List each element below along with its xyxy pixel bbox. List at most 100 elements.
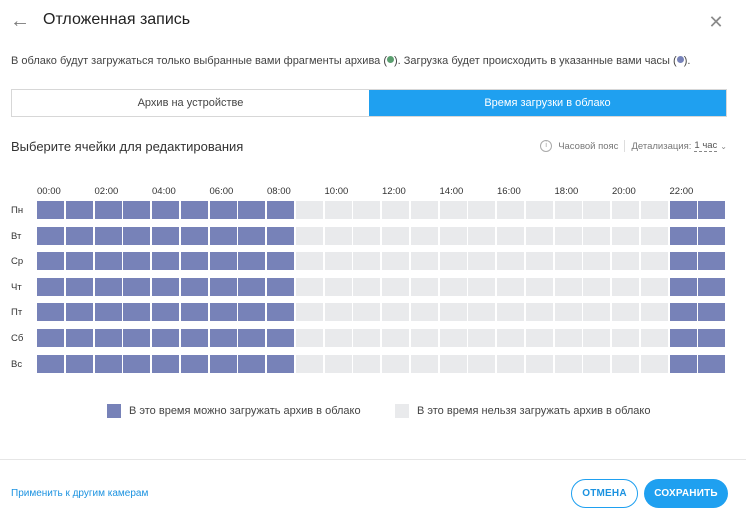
schedule-cell[interactable] bbox=[295, 201, 323, 219]
schedule-cell[interactable] bbox=[209, 201, 237, 219]
schedule-cell[interactable] bbox=[525, 226, 553, 245]
schedule-cell[interactable] bbox=[267, 252, 294, 271]
schedule-cell[interactable] bbox=[267, 201, 294, 219]
schedule-cell[interactable] bbox=[410, 252, 438, 271]
schedule-cell[interactable] bbox=[324, 303, 352, 322]
schedule-cell[interactable] bbox=[123, 201, 151, 219]
schedule-cell[interactable] bbox=[382, 252, 409, 271]
schedule-cell[interactable] bbox=[497, 354, 524, 373]
schedule-cell[interactable] bbox=[353, 277, 381, 296]
schedule-cell[interactable] bbox=[152, 201, 179, 219]
schedule-cell[interactable] bbox=[209, 303, 237, 322]
schedule-cell[interactable] bbox=[353, 354, 381, 373]
schedule-cell[interactable] bbox=[439, 252, 467, 271]
schedule-cell[interactable] bbox=[497, 277, 524, 296]
schedule-cell[interactable] bbox=[65, 252, 93, 271]
schedule-cell[interactable] bbox=[468, 354, 496, 373]
schedule-cell[interactable] bbox=[238, 329, 266, 347]
schedule-cell[interactable] bbox=[640, 329, 668, 347]
tab-cloud-upload-time[interactable]: Время загрузки в облако bbox=[369, 90, 726, 116]
schedule-cell[interactable] bbox=[65, 329, 93, 347]
schedule-cell[interactable] bbox=[669, 226, 697, 245]
schedule-cell[interactable] bbox=[180, 354, 208, 373]
schedule-cell[interactable] bbox=[497, 252, 524, 271]
schedule-cell[interactable] bbox=[468, 303, 496, 322]
schedule-cell[interactable] bbox=[123, 226, 151, 245]
schedule-cell[interactable] bbox=[612, 277, 639, 296]
schedule-cell[interactable] bbox=[612, 329, 639, 347]
schedule-cell[interactable] bbox=[525, 252, 553, 271]
schedule-cell[interactable] bbox=[152, 354, 179, 373]
schedule-cell[interactable] bbox=[439, 354, 467, 373]
schedule-cell[interactable] bbox=[209, 226, 237, 245]
schedule-cell[interactable] bbox=[267, 329, 294, 347]
schedule-cell[interactable] bbox=[583, 354, 611, 373]
tab-device-archive[interactable]: Архив на устройстве bbox=[12, 90, 369, 116]
schedule-cell[interactable] bbox=[669, 201, 697, 219]
schedule-cell[interactable] bbox=[267, 354, 294, 373]
schedule-cell[interactable] bbox=[123, 354, 151, 373]
schedule-cell[interactable] bbox=[439, 329, 467, 347]
schedule-cell[interactable] bbox=[295, 277, 323, 296]
schedule-cell[interactable] bbox=[238, 252, 266, 271]
schedule-cell[interactable] bbox=[180, 252, 208, 271]
schedule-cell[interactable] bbox=[525, 303, 553, 322]
schedule-cell[interactable] bbox=[209, 329, 237, 347]
schedule-cell[interactable] bbox=[612, 252, 639, 271]
schedule-cell[interactable] bbox=[468, 277, 496, 296]
schedule-cell[interactable] bbox=[152, 329, 179, 347]
schedule-cell[interactable] bbox=[698, 329, 726, 347]
schedule-cell[interactable] bbox=[65, 303, 93, 322]
close-icon[interactable]: ✕ bbox=[708, 12, 724, 32]
schedule-cell[interactable] bbox=[439, 277, 467, 296]
schedule-cell[interactable] bbox=[238, 226, 266, 245]
schedule-cell[interactable] bbox=[37, 303, 64, 322]
schedule-cell[interactable] bbox=[612, 354, 639, 373]
schedule-cell[interactable] bbox=[698, 303, 726, 322]
schedule-cell[interactable] bbox=[640, 226, 668, 245]
schedule-cell[interactable] bbox=[554, 226, 582, 245]
schedule-cell[interactable] bbox=[37, 329, 64, 347]
schedule-cell[interactable] bbox=[37, 354, 64, 373]
schedule-cell[interactable] bbox=[583, 277, 611, 296]
schedule-cell[interactable] bbox=[583, 329, 611, 347]
schedule-cell[interactable] bbox=[525, 277, 553, 296]
schedule-cell[interactable] bbox=[94, 252, 122, 271]
schedule-cell[interactable] bbox=[65, 226, 93, 245]
schedule-cell[interactable] bbox=[65, 201, 93, 219]
schedule-cell[interactable] bbox=[295, 329, 323, 347]
schedule-cell[interactable] bbox=[353, 252, 381, 271]
schedule-cell[interactable] bbox=[640, 252, 668, 271]
schedule-cell[interactable] bbox=[324, 354, 352, 373]
schedule-cell[interactable] bbox=[583, 252, 611, 271]
arrow-left-icon[interactable]: ← bbox=[10, 10, 30, 32]
schedule-cell[interactable] bbox=[698, 201, 726, 219]
schedule-cell[interactable] bbox=[382, 226, 409, 245]
schedule-cell[interactable] bbox=[525, 201, 553, 219]
schedule-cell[interactable] bbox=[640, 201, 668, 219]
schedule-cell[interactable] bbox=[554, 329, 582, 347]
schedule-cell[interactable] bbox=[410, 226, 438, 245]
schedule-cell[interactable] bbox=[468, 329, 496, 347]
schedule-cell[interactable] bbox=[410, 354, 438, 373]
schedule-cell[interactable] bbox=[583, 226, 611, 245]
schedule-cell[interactable] bbox=[123, 277, 151, 296]
schedule-cell[interactable] bbox=[353, 201, 381, 219]
schedule-cell[interactable] bbox=[324, 277, 352, 296]
schedule-cell[interactable] bbox=[497, 201, 524, 219]
schedule-cell[interactable] bbox=[410, 303, 438, 322]
schedule-cell[interactable] bbox=[497, 329, 524, 347]
schedule-cell[interactable] bbox=[123, 329, 151, 347]
schedule-cell[interactable] bbox=[468, 252, 496, 271]
schedule-cell[interactable] bbox=[698, 277, 726, 296]
schedule-cell[interactable] bbox=[152, 252, 179, 271]
schedule-cell[interactable] bbox=[525, 354, 553, 373]
schedule-cell[interactable] bbox=[640, 354, 668, 373]
save-button[interactable]: СОХРАНИТЬ bbox=[644, 479, 728, 508]
schedule-cell[interactable] bbox=[37, 252, 64, 271]
schedule-cell[interactable] bbox=[324, 201, 352, 219]
schedule-cell[interactable] bbox=[669, 277, 697, 296]
schedule-cell[interactable] bbox=[180, 226, 208, 245]
schedule-cell[interactable] bbox=[353, 329, 381, 347]
schedule-cell[interactable] bbox=[209, 277, 237, 296]
